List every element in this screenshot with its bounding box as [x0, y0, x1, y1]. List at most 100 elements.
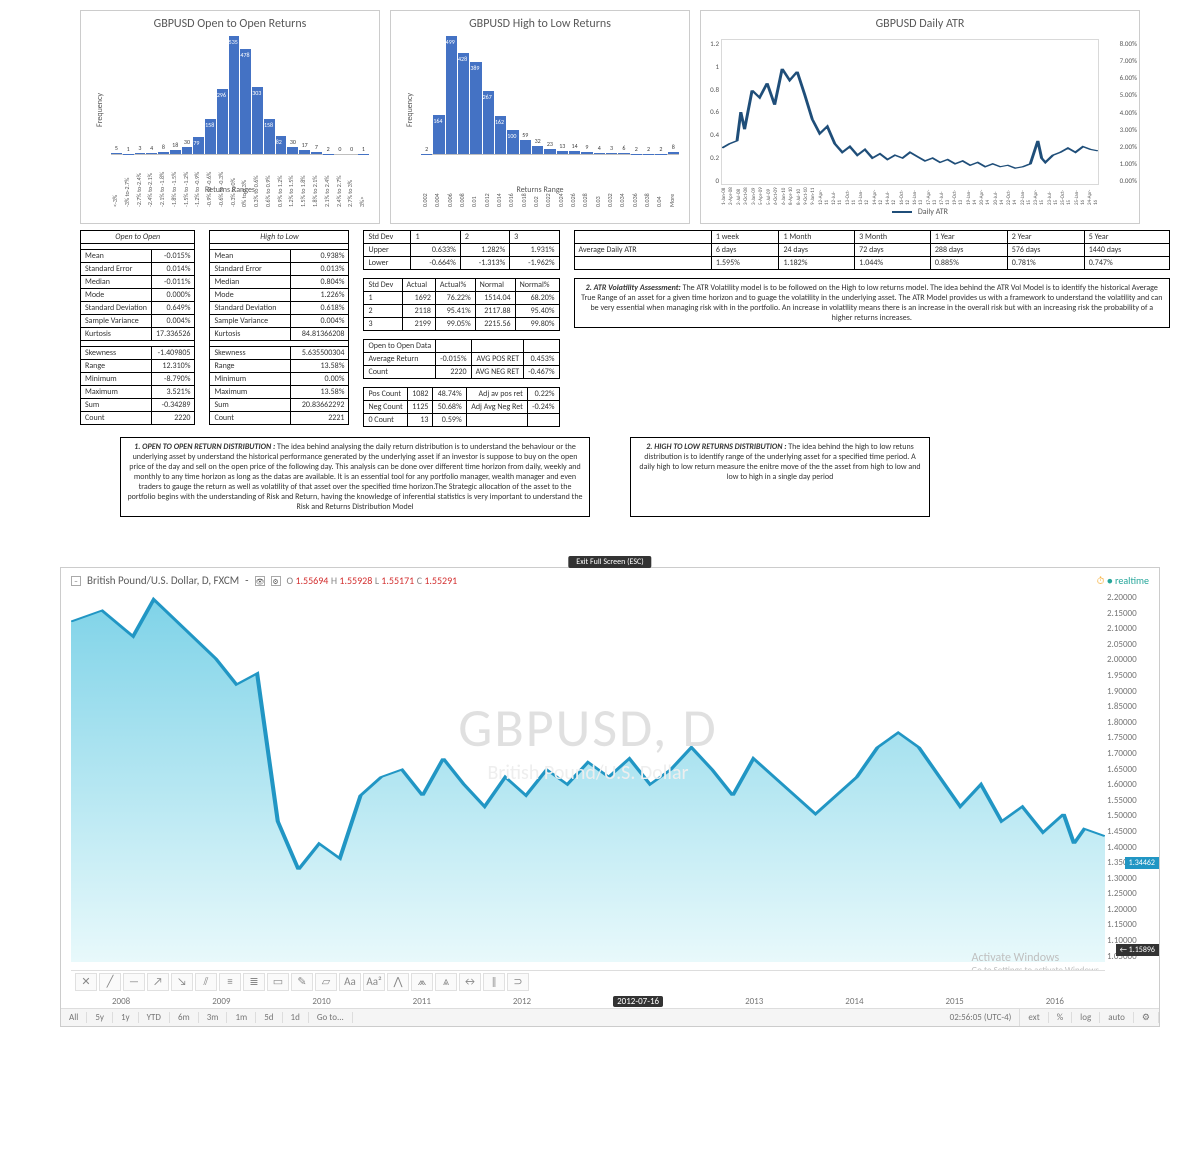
year-tick[interactable]: 2009 — [212, 996, 230, 1007]
eye-icon[interactable]: 👁 — [255, 576, 265, 586]
tool-arrow-icon[interactable]: ↗ — [147, 973, 169, 991]
collapse-icon[interactable]: − — [71, 576, 81, 586]
ohlc-c: 1.55291 — [424, 574, 457, 587]
range-1d[interactable]: 1d — [283, 1012, 309, 1023]
tool-brush-icon[interactable]: ✎ — [291, 973, 313, 991]
hist-xlabel: 1.2% to 1.5% — [287, 157, 298, 207]
tool-pitchfork-icon[interactable]: ≡ — [219, 973, 241, 991]
atr-legend: Daily ATR — [701, 205, 1139, 223]
year-tick[interactable]: 2010 — [312, 996, 330, 1007]
settings-icon[interactable]: ⚙ — [271, 576, 281, 586]
exit-fullscreen-button[interactable]: Exit Full Screen (ESC) — [568, 556, 651, 568]
hist-xlabel: 0.6% to 0.9% — [264, 157, 275, 207]
hist-xlabel: 0.9% to 1.2% — [276, 157, 287, 207]
tool-measure-icon[interactable]: ↔ — [459, 973, 481, 991]
range-goto[interactable]: Go to... — [309, 1012, 353, 1023]
range-all[interactable]: All — [61, 1012, 87, 1023]
footer-ctrl[interactable]: auto — [1100, 1012, 1134, 1023]
hist-xlabel: 0.036 — [631, 157, 642, 207]
footer-ctrl[interactable]: ext — [1020, 1012, 1048, 1023]
year-tick[interactable]: 2013 — [745, 996, 763, 1007]
year-tick[interactable]: 2014 — [845, 996, 863, 1007]
tool-rect-icon[interactable]: ▭ — [267, 973, 289, 991]
dash: - — [245, 574, 248, 587]
hist-xlabel: 0.026 — [569, 157, 580, 207]
posneg-table: Pos Count108248.74%Adj av pos ret0.22%Ne… — [363, 387, 559, 427]
hist-bar: 13 — [557, 151, 568, 154]
range-5y[interactable]: 5y — [87, 1012, 113, 1023]
actual-table: Std DevActualActual%NormalNormal%1169276… — [363, 278, 559, 331]
footer-ctrl[interactable]: log — [1072, 1012, 1100, 1023]
tool-text2-icon[interactable]: Aa² — [363, 973, 385, 991]
range-3m[interactable]: 3m — [199, 1012, 228, 1023]
hist-xlabel: -0.9% to -0.6% — [205, 157, 216, 207]
hist-xlabel: 0.032 — [606, 157, 617, 207]
hist-xlabel: 0.004 — [433, 157, 444, 207]
atr-panel: GBPUSD Daily ATR 1.210.80.60.40.20 8.00%… — [700, 10, 1140, 224]
tool-pattern-icon[interactable]: ⩕ — [411, 973, 433, 991]
footer-ctrl[interactable]: % — [1049, 1012, 1072, 1023]
hist-xlabel: <-3% — [111, 157, 122, 207]
hist-xlabel: 0.006 — [446, 157, 457, 207]
hist2-title: GBPUSD High to Low Returns — [391, 11, 689, 35]
hist-bar: 4 — [146, 153, 157, 154]
hist-xlabel: -2.1% to -1.8% — [158, 157, 169, 207]
tool-wave-icon[interactable]: ⋀ — [387, 973, 409, 991]
price-badge-low: ← 1.15896 — [1116, 944, 1159, 956]
hist-bar: 478 — [240, 49, 251, 154]
time-axis[interactable]: 2008 2009 2010 2011 2012 2012-07-16 2013 2014 20… — [71, 994, 1105, 1008]
chart-footer: All5y1yYTD6m3m1m5d1dGo to... 02:56:05 (U… — [61, 1008, 1159, 1026]
tool-trendline-icon[interactable]: ╱ — [99, 973, 121, 991]
hist-bar: 499 — [446, 36, 457, 154]
footer-ctrl[interactable]: ⚙ — [1134, 1012, 1159, 1023]
tool-zoom-icon[interactable]: ‖ — [483, 973, 505, 991]
hist-xlabel: 1.5% to 1.8% — [299, 157, 310, 207]
year-tick[interactable]: 2008 — [112, 996, 130, 1007]
range-1m[interactable]: 1m — [227, 1012, 256, 1023]
hist-bar: 30 — [287, 147, 298, 154]
year-tick[interactable]: 2011 — [413, 996, 431, 1007]
range-6m[interactable]: 6m — [170, 1012, 199, 1023]
hist1-xlabels: <-3%-3% to-2.7%-2.7% to-2.4%-2.4% to-2.1… — [111, 157, 369, 207]
hist-xlabel: -1.5% to -1.2% — [182, 157, 193, 207]
hist-xlabel: 1.8% to 2.1% — [311, 157, 322, 207]
price-chart-area[interactable]: GBPUSD, D British Pound/U.S. Dollar — [71, 592, 1105, 962]
tool-channel-icon[interactable]: ⫽ — [195, 973, 217, 991]
hist-xlabel: -3% to-2.7% — [123, 157, 134, 207]
range-5d[interactable]: 5d — [256, 1012, 282, 1023]
activate-title: Activate Windows — [972, 951, 1100, 965]
hist-bar: 162 — [495, 116, 506, 154]
hist-xlabel: -2.7% to-2.4% — [135, 157, 146, 207]
hist-xlabel: -1.2% to -0.9% — [193, 157, 204, 207]
atr-plot — [721, 39, 1099, 185]
tool-text-icon[interactable]: Aa — [339, 973, 361, 991]
atr-x-axis: 1-Jan-082-Apr-082-Jul-083-Oct-083-Jan-09… — [721, 187, 1099, 205]
tool-fib-icon[interactable]: ≣ — [243, 973, 265, 991]
year-tick[interactable]: 2015 — [946, 996, 964, 1007]
hist1-bars: 5134818307915829653547830315882301772001 — [111, 35, 369, 155]
tool-cross-icon[interactable]: ✕ — [75, 973, 97, 991]
o2o-explain-box: 1. OPEN TO OPEN RETURN DISTRIBUTION : Th… — [120, 437, 590, 517]
hist-xlabel: 0.04 — [655, 157, 666, 207]
hist-xlabel: 0.03 — [594, 157, 605, 207]
hist-bar: 158 — [264, 119, 275, 154]
range-1y[interactable]: 1y — [113, 1012, 139, 1023]
hist-xlabel: -1.8% to -1.5% — [170, 157, 181, 207]
tool-hline-icon[interactable]: — — [123, 973, 145, 991]
ohlc-h: 1.55928 — [339, 574, 372, 587]
tool-ray-icon[interactable]: ↘ — [171, 973, 193, 991]
hist-xlabel: 0.022 — [544, 157, 555, 207]
hist-bar: 6 — [618, 153, 629, 154]
tool-magnet-icon[interactable]: ⊃ — [507, 973, 529, 991]
hist-bar: 23 — [544, 149, 555, 154]
hist-xlabel: 0.038 — [643, 157, 654, 207]
tool-elliot-icon[interactable]: ⩓ — [435, 973, 457, 991]
o2o-explain-body: The idea behind analysing the daily retu… — [127, 442, 582, 512]
year-tick[interactable]: 2012 — [513, 996, 531, 1007]
atr-title: GBPUSD Daily ATR — [701, 11, 1139, 35]
hist-bar: 8 — [668, 152, 679, 154]
year-tick[interactable]: 2012-07-16 — [613, 996, 663, 1007]
year-tick[interactable]: 2016 — [1046, 996, 1064, 1007]
tool-shape-icon[interactable]: ▱ — [315, 973, 337, 991]
range-ytd[interactable]: YTD — [139, 1012, 170, 1023]
